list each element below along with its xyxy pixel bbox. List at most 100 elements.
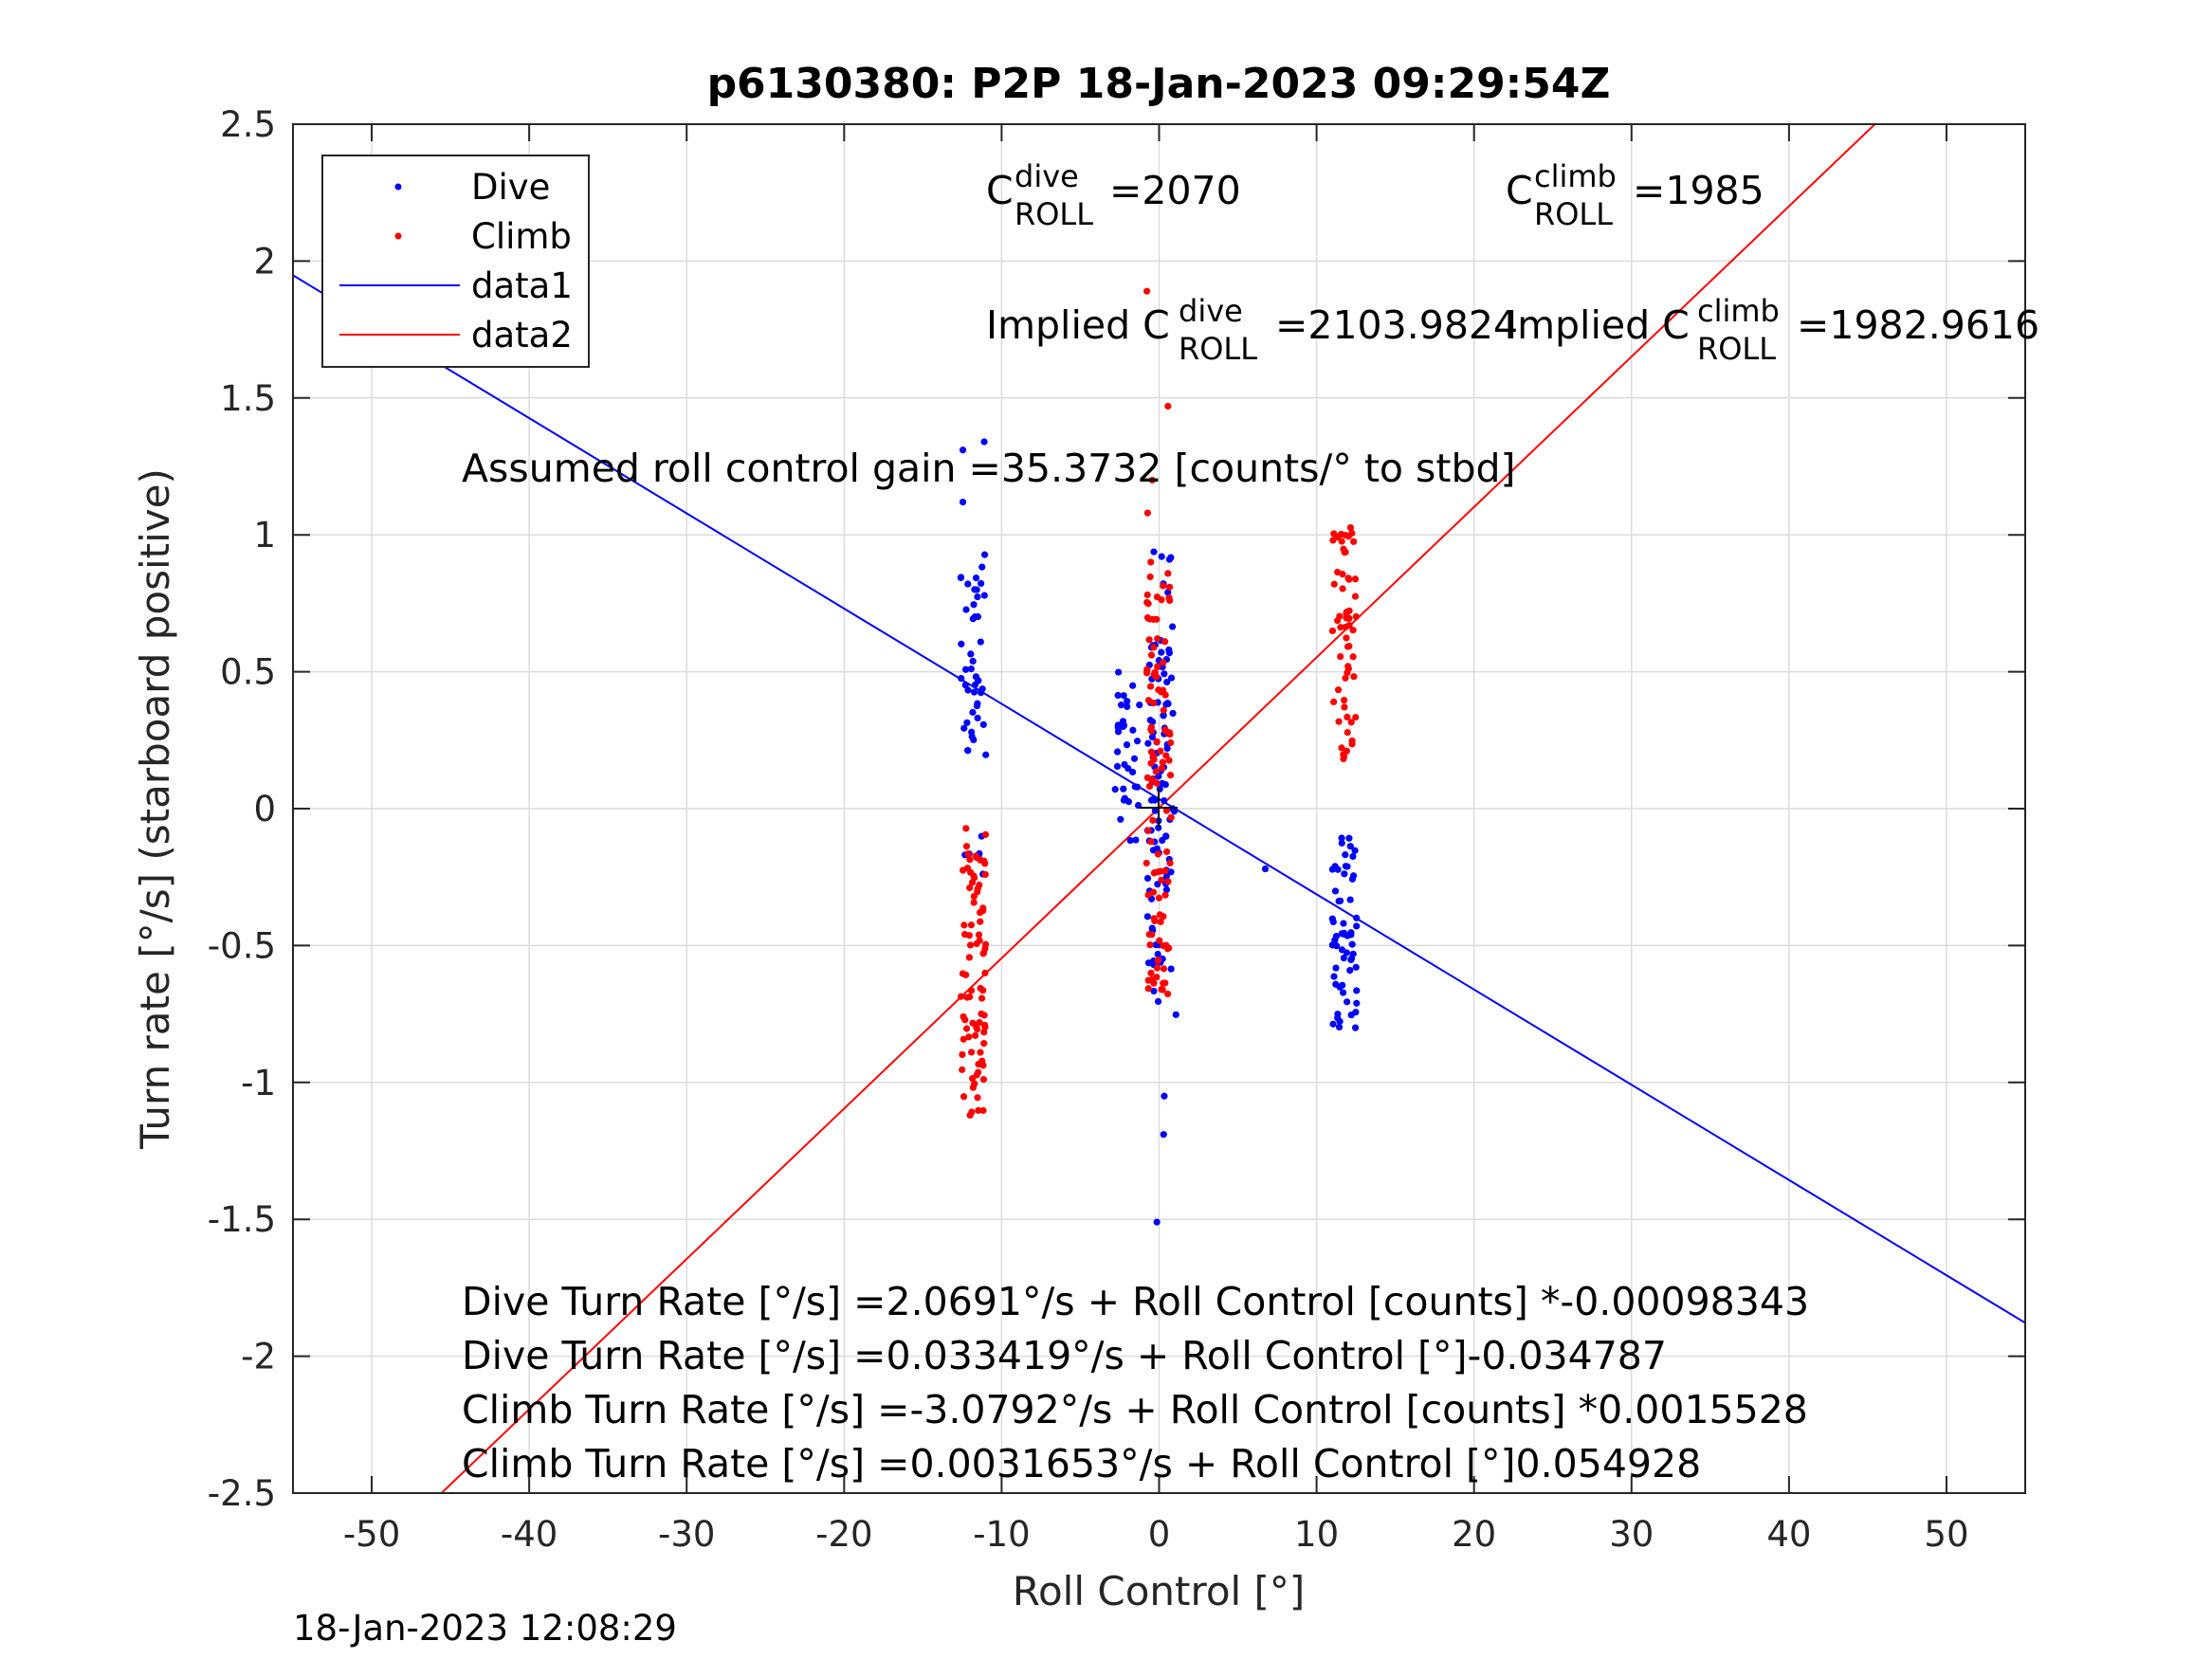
dive-point	[964, 747, 972, 755]
dive-point	[1332, 964, 1340, 972]
climb-point	[1154, 635, 1161, 643]
climb-point	[1144, 827, 1152, 834]
dive-point	[1335, 1023, 1344, 1031]
dive-point	[1120, 692, 1127, 700]
legend-data1-label: data1	[471, 265, 573, 306]
climb-point	[1164, 990, 1172, 998]
y-axis-label: Turn rate [°/s] (starboard positive)	[132, 468, 178, 1150]
climb-point	[1143, 859, 1150, 867]
climb-point	[1338, 538, 1345, 545]
climb-point	[1346, 523, 1355, 532]
climb-point	[1159, 758, 1166, 766]
climb-point	[962, 1025, 971, 1032]
climb-point	[1154, 957, 1161, 964]
dive-point	[1155, 824, 1162, 831]
x-tick-label: 40	[1766, 1514, 1811, 1555]
dive-point	[978, 563, 986, 571]
dive-point	[1162, 885, 1171, 894]
dive-point	[1114, 691, 1122, 700]
climb-point	[1341, 696, 1348, 704]
climb-point	[1337, 624, 1344, 631]
climb-point	[1328, 627, 1337, 635]
climb-point	[966, 1111, 974, 1120]
dive-point	[958, 674, 965, 683]
climb-point	[1343, 634, 1350, 642]
dive-point	[978, 579, 985, 588]
climb-point	[978, 1057, 986, 1065]
climb-point	[1158, 986, 1165, 994]
climb-point	[965, 932, 973, 939]
dive-point	[1342, 851, 1349, 859]
dive-point	[1162, 701, 1170, 708]
fit-equation-2: Dive Turn Rate [°/s] =0.033419°/s + Roll…	[462, 1333, 1667, 1378]
climb-point	[1330, 580, 1338, 588]
climb-point	[978, 994, 986, 1002]
climb-point	[1349, 627, 1357, 634]
dive-point	[969, 657, 977, 665]
y-tick-label: -2	[241, 1337, 276, 1377]
dive-point	[1169, 623, 1177, 630]
dive-point	[1353, 914, 1361, 921]
climb-point	[981, 830, 990, 838]
climb-point	[959, 1066, 966, 1073]
c-roll-dive-value: =2070	[1109, 168, 1241, 213]
implied-c-climb-prefix: Implied C	[1506, 302, 1690, 348]
climb-point	[1145, 931, 1153, 939]
climb-point	[1153, 738, 1161, 745]
climb-point	[1145, 782, 1154, 791]
fit-equation-3: Climb Turn Rate [°/s] =-3.0792°/s + Roll…	[462, 1387, 1808, 1432]
x-tick-label: 50	[1924, 1514, 1968, 1555]
climb-point	[979, 1106, 987, 1115]
c-roll-climb-value: =1985	[1633, 168, 1764, 213]
climb-point	[1144, 976, 1152, 984]
dive-point	[1154, 950, 1161, 958]
dive-point	[1148, 733, 1157, 741]
dive-point	[1161, 670, 1168, 678]
climb-point	[981, 870, 989, 879]
legend-dive-marker	[394, 183, 402, 191]
climb-point	[1161, 891, 1169, 899]
dive-point	[978, 685, 986, 693]
dive-point	[1136, 701, 1143, 709]
climb-point	[1341, 703, 1348, 711]
dive-point	[980, 551, 989, 558]
climb-point	[1155, 894, 1163, 902]
climb-point	[1145, 615, 1153, 623]
climb-point	[1339, 585, 1346, 592]
climb-point	[967, 987, 976, 994]
dive-point	[1164, 589, 1172, 596]
dive-point	[1124, 765, 1132, 773]
climb-point	[1162, 752, 1170, 759]
dive-point	[1335, 897, 1343, 905]
climb-point	[1162, 807, 1171, 814]
legend: Dive Climb data1 data2	[321, 155, 590, 368]
climb-point	[966, 941, 975, 949]
climb-point	[1165, 583, 1174, 591]
climb-point	[965, 1033, 973, 1041]
y-tick-label: -1	[241, 1063, 276, 1103]
climb-point	[1160, 659, 1167, 666]
dive-point	[969, 708, 977, 716]
dive-point	[1158, 553, 1165, 560]
dive-point	[1331, 863, 1339, 870]
climb-point	[975, 931, 983, 939]
y-tick-label: -2.5	[208, 1473, 276, 1514]
dive-point	[958, 640, 965, 647]
climb-point	[1335, 718, 1343, 725]
dive-point	[971, 613, 978, 621]
climb-point	[1157, 747, 1164, 755]
dive-point	[1334, 1014, 1342, 1022]
dive-point	[1129, 682, 1137, 689]
dive-point	[964, 580, 972, 588]
dive-point	[1353, 922, 1361, 930]
climb-point	[1160, 582, 1167, 590]
legend-box	[321, 155, 590, 368]
climb-point	[960, 921, 968, 929]
climb-point	[979, 949, 988, 957]
dive-point	[1346, 966, 1354, 975]
climb-point	[1161, 691, 1169, 699]
climb-point	[1144, 891, 1152, 899]
dive-point	[1143, 913, 1151, 921]
implied-c-dive-sub: ROLL	[1179, 331, 1257, 367]
c-roll-climb-annotation: C climb ROLL =1985	[1506, 158, 1764, 232]
